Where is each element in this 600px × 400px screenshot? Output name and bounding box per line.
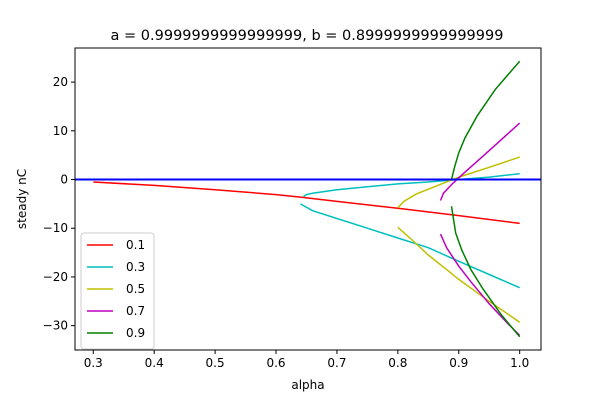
series-1-line-0 (302, 172, 520, 198)
x-tick-label: 0.4 (145, 356, 164, 370)
y-tick-label: 0 (60, 173, 68, 187)
y-tick-label: 10 (53, 124, 68, 138)
legend-label: 0.9 (126, 326, 145, 340)
legend-label: 0.5 (126, 282, 145, 296)
plot-lines (75, 60, 541, 338)
x-tick-label: 0.3 (84, 356, 103, 370)
x-tick-label: 1.0 (510, 356, 529, 370)
legend-box (80, 232, 155, 350)
series-3-line-0 (439, 122, 521, 201)
series-0-line-0 (93, 181, 520, 225)
series-4-line-1 (450, 206, 521, 338)
series-1-line-1 (300, 203, 520, 289)
legend-label: 0.3 (126, 260, 145, 274)
y-tick-label: −10 (43, 221, 68, 235)
plot-frame (74, 47, 542, 351)
x-tick-label: 0.8 (388, 356, 407, 370)
legend-label: 0.1 (126, 238, 145, 252)
legend-label: 0.7 (126, 304, 145, 318)
x-tick-label: 0.7 (327, 356, 346, 370)
y-axis-label: steady nC (15, 169, 29, 229)
x-tick-label: 0.5 (206, 356, 225, 370)
y-axis: −30 −20 −10 0 10 20 (43, 75, 75, 333)
x-tick-label: 0.9 (449, 356, 468, 370)
series-4-line-0 (450, 60, 521, 180)
series-2-line-1 (397, 226, 521, 323)
y-tick-label: −20 (43, 270, 68, 284)
y-tick-label: 20 (53, 75, 68, 89)
chart-title: a = 0.9999999999999999, b = 0.8999999999… (111, 28, 504, 44)
x-axis: 0.3 0.4 0.5 0.6 0.7 0.8 0.9 1.0 (84, 350, 529, 370)
legend: 0.1 0.3 0.5 0.7 0.9 (80, 232, 155, 350)
series-2-line-0 (397, 156, 520, 209)
y-tick-label: −30 (43, 319, 68, 333)
x-tick-label: 0.6 (266, 356, 285, 370)
x-axis-label: alpha (291, 378, 324, 392)
